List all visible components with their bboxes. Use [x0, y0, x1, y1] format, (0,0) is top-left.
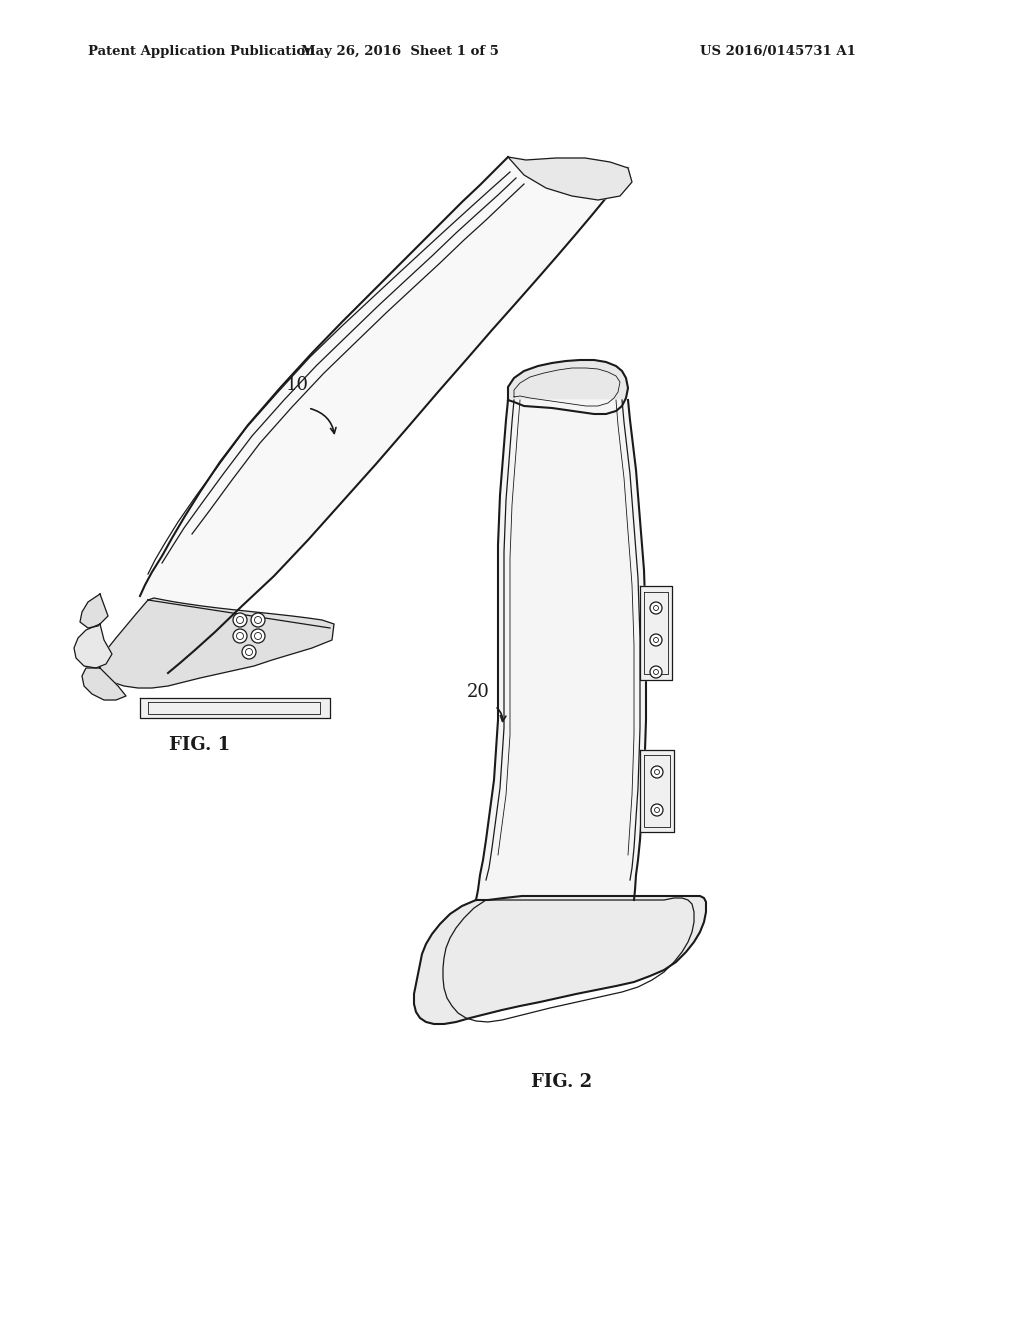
Text: Patent Application Publication: Patent Application Publication	[88, 45, 314, 58]
Polygon shape	[140, 157, 628, 673]
Circle shape	[242, 645, 256, 659]
Circle shape	[650, 667, 662, 678]
Polygon shape	[508, 360, 628, 414]
Text: US 2016/0145731 A1: US 2016/0145731 A1	[700, 45, 856, 58]
Text: FIG. 1: FIG. 1	[169, 737, 230, 754]
Circle shape	[251, 630, 265, 643]
Circle shape	[251, 612, 265, 627]
Circle shape	[233, 612, 247, 627]
Circle shape	[650, 634, 662, 645]
Polygon shape	[640, 750, 674, 832]
Text: FIG. 2: FIG. 2	[531, 1073, 593, 1092]
Polygon shape	[82, 668, 126, 700]
Polygon shape	[476, 400, 646, 900]
Circle shape	[651, 804, 663, 816]
Polygon shape	[80, 594, 108, 628]
Polygon shape	[640, 586, 672, 680]
Circle shape	[650, 602, 662, 614]
Text: May 26, 2016  Sheet 1 of 5: May 26, 2016 Sheet 1 of 5	[301, 45, 499, 58]
Circle shape	[233, 630, 247, 643]
Polygon shape	[508, 157, 632, 201]
Polygon shape	[140, 698, 330, 718]
Polygon shape	[100, 598, 334, 688]
Text: 10: 10	[286, 376, 309, 393]
Polygon shape	[414, 896, 706, 1024]
Circle shape	[651, 766, 663, 777]
Polygon shape	[74, 624, 112, 668]
Text: 20: 20	[467, 682, 490, 701]
